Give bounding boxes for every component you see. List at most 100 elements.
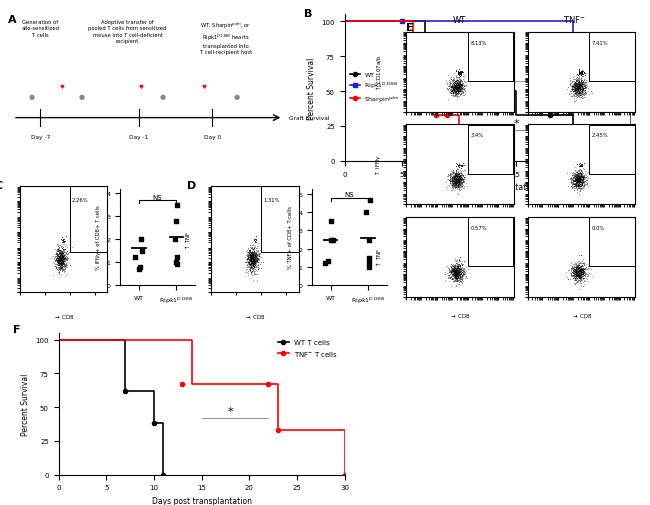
Point bbox=[445, 261, 456, 269]
Point bbox=[450, 274, 460, 282]
Point bbox=[578, 261, 589, 269]
Point bbox=[449, 272, 460, 280]
Point bbox=[454, 271, 464, 279]
Point bbox=[248, 261, 259, 269]
Point bbox=[248, 251, 258, 260]
Point bbox=[55, 259, 66, 267]
Point bbox=[566, 273, 576, 281]
Point bbox=[577, 269, 588, 277]
Point bbox=[569, 176, 580, 184]
Point bbox=[448, 81, 459, 89]
Point bbox=[451, 88, 462, 96]
Point bbox=[569, 87, 580, 95]
Point bbox=[578, 267, 588, 275]
Point bbox=[579, 280, 590, 288]
Point bbox=[574, 163, 584, 171]
Point bbox=[56, 257, 66, 265]
Point bbox=[247, 265, 257, 273]
Point bbox=[450, 179, 460, 187]
Point bbox=[449, 170, 460, 178]
Point bbox=[575, 267, 586, 275]
Point bbox=[452, 264, 463, 272]
Point bbox=[57, 252, 67, 260]
Point bbox=[249, 258, 259, 266]
Point bbox=[250, 254, 261, 262]
Point bbox=[453, 270, 463, 278]
Point bbox=[569, 178, 580, 186]
Point bbox=[451, 277, 462, 285]
Point bbox=[573, 268, 583, 276]
Point bbox=[56, 254, 66, 262]
Point bbox=[575, 271, 586, 279]
Point bbox=[450, 78, 460, 86]
Point bbox=[457, 175, 467, 183]
Point bbox=[574, 83, 584, 91]
Point bbox=[573, 181, 583, 189]
Point bbox=[243, 245, 254, 253]
Point bbox=[570, 181, 580, 189]
Point bbox=[451, 168, 462, 176]
Point bbox=[575, 75, 586, 83]
Point bbox=[573, 178, 583, 186]
Point bbox=[459, 85, 469, 93]
Point bbox=[572, 274, 582, 282]
Point bbox=[457, 84, 467, 92]
Point bbox=[573, 265, 583, 273]
Point bbox=[573, 87, 583, 95]
Point bbox=[250, 252, 260, 260]
Point bbox=[244, 248, 255, 256]
Point bbox=[571, 279, 581, 287]
Point bbox=[449, 182, 460, 190]
Point bbox=[447, 85, 457, 93]
Point bbox=[575, 80, 586, 88]
Point bbox=[567, 174, 578, 182]
Point bbox=[581, 169, 592, 177]
Point bbox=[54, 262, 64, 270]
Point bbox=[452, 171, 462, 179]
Point bbox=[56, 257, 66, 265]
Point bbox=[570, 177, 580, 185]
Point bbox=[247, 256, 257, 264]
Point bbox=[568, 175, 578, 183]
Point bbox=[577, 269, 587, 277]
Point bbox=[577, 69, 588, 77]
Point bbox=[575, 174, 585, 182]
Point bbox=[445, 170, 456, 178]
Point bbox=[578, 90, 589, 98]
Point bbox=[53, 260, 64, 268]
Point bbox=[247, 249, 257, 257]
Point bbox=[575, 173, 585, 181]
Point bbox=[61, 254, 72, 262]
Point bbox=[245, 255, 255, 263]
Point bbox=[450, 83, 460, 91]
Point bbox=[571, 265, 581, 273]
Point bbox=[450, 80, 460, 88]
Point bbox=[450, 272, 461, 280]
Point bbox=[454, 269, 464, 277]
Point bbox=[449, 81, 460, 89]
Point bbox=[575, 85, 585, 93]
Point bbox=[575, 87, 586, 95]
Point bbox=[576, 184, 586, 192]
Point bbox=[576, 81, 586, 89]
Point bbox=[246, 257, 256, 265]
Point bbox=[571, 266, 581, 274]
Point bbox=[57, 253, 68, 261]
Point bbox=[571, 179, 581, 187]
Point bbox=[576, 85, 586, 93]
Point bbox=[248, 258, 259, 266]
Point bbox=[455, 270, 465, 278]
Point bbox=[569, 268, 579, 276]
Point bbox=[454, 79, 464, 87]
Point bbox=[583, 272, 593, 280]
Point bbox=[584, 91, 594, 99]
Point bbox=[443, 172, 454, 180]
Point bbox=[447, 83, 458, 91]
Point bbox=[578, 85, 588, 93]
Point bbox=[450, 274, 460, 282]
Point bbox=[571, 77, 581, 85]
Point bbox=[575, 174, 586, 182]
Point bbox=[576, 268, 586, 276]
Point bbox=[452, 267, 463, 275]
Point bbox=[578, 274, 588, 282]
